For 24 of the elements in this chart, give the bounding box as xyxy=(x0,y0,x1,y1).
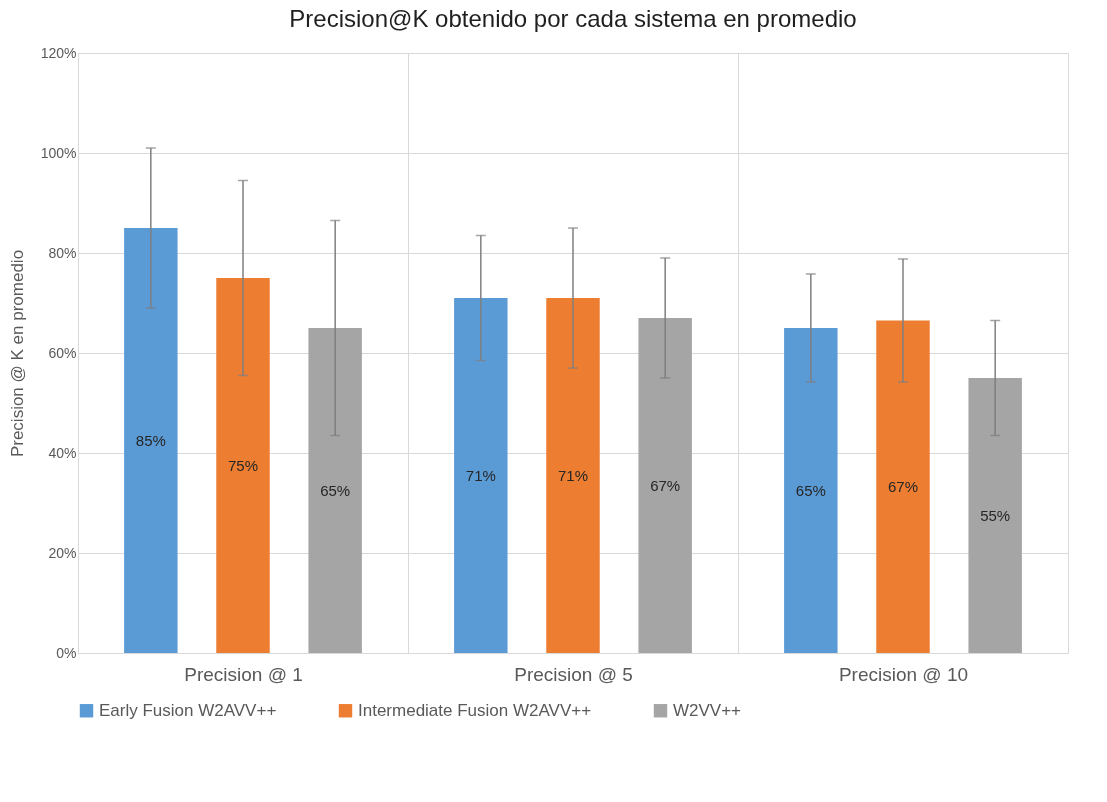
x-tick-label: Precision @ 5 xyxy=(514,663,633,685)
y-tick-label: 60% xyxy=(48,344,77,361)
data-label: 55% xyxy=(980,506,1011,524)
data-label: 71% xyxy=(557,466,589,484)
legend-label: W2VV++ xyxy=(673,700,742,720)
legend-label: Intermediate Fusion W2AVV++ xyxy=(358,700,592,720)
data-label: 85% xyxy=(135,431,166,449)
data-label: 75% xyxy=(227,456,259,474)
chart-title: Precision@K obtenido por cada sistema en promedio xyxy=(289,5,857,32)
y-tick-label: 40% xyxy=(48,444,77,461)
data-label: 65% xyxy=(795,481,826,499)
data-label: 65% xyxy=(320,481,351,499)
data-label: 67% xyxy=(650,476,681,494)
y-tick-label: 100% xyxy=(40,144,77,161)
y-tick-label: 0% xyxy=(56,644,77,661)
legend-label: Early Fusion W2AVV++ xyxy=(99,700,277,720)
y-tick-label: 80% xyxy=(48,244,77,261)
data-label: 71% xyxy=(465,466,496,484)
data-label: 67% xyxy=(887,477,919,495)
y-tick-label: 120% xyxy=(40,44,77,61)
x-tick-label: Precision @ 10 xyxy=(838,663,969,685)
x-tick-label: Precision @ 1 xyxy=(184,663,303,685)
y-tick-label: 20% xyxy=(48,544,77,561)
y-axis-title: Precision @ K en promedio xyxy=(7,249,27,458)
